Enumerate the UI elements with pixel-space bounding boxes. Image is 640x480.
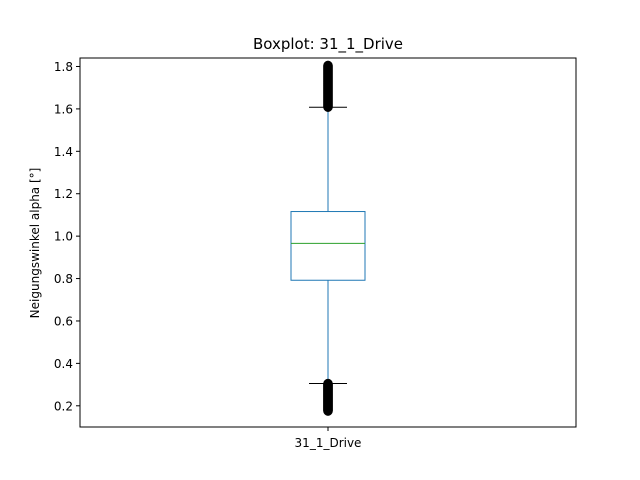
y-tick-label: 0.6: [54, 314, 73, 328]
y-tick-label: 1.4: [54, 145, 73, 159]
y-tick-label: 0.4: [54, 357, 73, 371]
y-tick-label: 0.8: [54, 272, 73, 286]
x-tick-label: 31_1_Drive: [295, 436, 362, 450]
y-tick-label: 1.2: [54, 187, 73, 201]
y-tick-label: 1.0: [54, 230, 73, 244]
plot-area: 0.2 0.4 0.6 0.8 1.0 1.2 1.4 1.6 1.8 31_1_Drive: [54, 57, 577, 450]
y-tick-label: 0.2: [54, 399, 73, 413]
y-tick-label: 1.6: [54, 102, 73, 116]
y-axis-label: Neigungswinkel alpha [°]: [28, 168, 42, 319]
outlier-point-high: [323, 60, 333, 71]
chart-title: Boxplot: 31_1_Drive: [253, 35, 403, 54]
y-tick-label: 1.8: [54, 60, 73, 74]
iqr-box: [290, 211, 366, 281]
